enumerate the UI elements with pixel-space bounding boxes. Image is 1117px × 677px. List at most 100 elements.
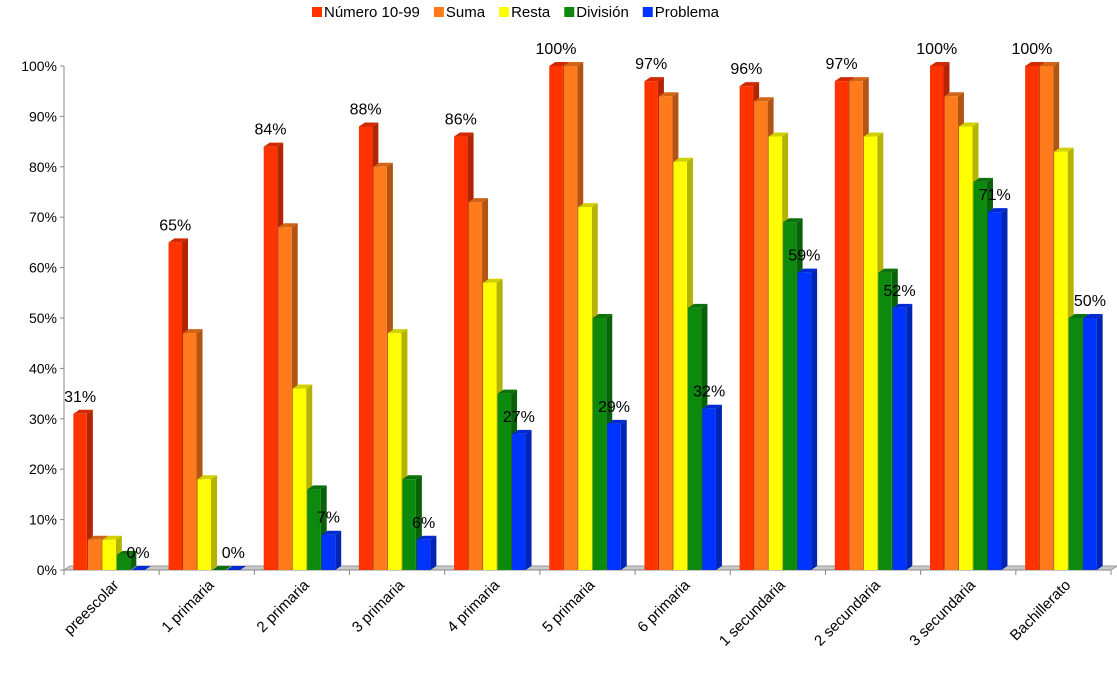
bar <box>687 307 702 570</box>
bar <box>87 539 102 570</box>
bar-top <box>797 268 818 273</box>
bar-top <box>1068 314 1089 318</box>
legend-entry: Resta <box>511 4 551 21</box>
bar-top <box>944 92 964 97</box>
bar-top <box>878 268 898 273</box>
bar-side <box>525 429 532 570</box>
bar <box>263 146 278 570</box>
y-tick-label: 50% <box>29 310 57 326</box>
bar-top <box>673 157 693 162</box>
bar <box>754 101 768 570</box>
bar-top <box>197 475 218 480</box>
bar <box>116 554 131 570</box>
bar-top <box>863 132 884 137</box>
bar <box>929 66 944 570</box>
bar <box>497 393 512 570</box>
bar-top <box>73 409 93 414</box>
bar-top <box>987 208 1008 213</box>
bar-top <box>321 530 342 535</box>
data-label: 50% <box>1074 293 1106 310</box>
bar <box>563 66 578 570</box>
bar <box>878 272 892 570</box>
bar-side <box>1096 314 1103 570</box>
bar-side <box>430 535 437 570</box>
bar-top <box>512 429 532 434</box>
data-label: 97% <box>826 56 858 73</box>
bar <box>197 479 212 570</box>
data-label: 100% <box>536 41 577 58</box>
bar-side <box>811 268 818 570</box>
bar-top <box>644 77 664 82</box>
bar <box>1039 66 1054 570</box>
data-label: 71% <box>979 187 1011 204</box>
legend-swatch <box>499 7 510 17</box>
bar <box>768 136 783 570</box>
bar <box>416 539 431 570</box>
data-label: 31% <box>64 389 96 406</box>
bar <box>483 282 497 570</box>
bar <box>863 136 878 570</box>
bar <box>73 413 87 570</box>
data-label: 52% <box>884 283 916 300</box>
bar-top <box>454 132 474 137</box>
bar-top <box>768 132 789 137</box>
bar-top <box>849 77 869 82</box>
data-label: 27% <box>503 409 535 426</box>
bar <box>402 479 416 570</box>
bar-top <box>754 97 774 102</box>
data-label: 86% <box>445 112 477 129</box>
bar <box>797 272 812 570</box>
bar-top <box>358 122 379 127</box>
bar-top <box>483 278 503 283</box>
data-label: 97% <box>635 56 667 73</box>
bar <box>1068 318 1083 570</box>
bar-side <box>130 550 137 570</box>
bar-top <box>958 122 979 127</box>
y-tick-label: 0% <box>37 562 57 578</box>
bar <box>783 222 797 571</box>
bar-top <box>702 404 722 409</box>
bar <box>578 207 592 570</box>
x-category-label: Bachillerato <box>1007 577 1074 644</box>
bar <box>278 227 292 570</box>
bar <box>592 318 607 570</box>
bar <box>292 388 307 570</box>
legend-swatch <box>312 7 322 17</box>
bar <box>102 539 116 570</box>
bar <box>702 408 716 570</box>
x-category-label: 3 secundaria <box>906 576 979 649</box>
bar-top <box>658 92 679 97</box>
bar-side <box>1001 208 1008 570</box>
data-label: 59% <box>788 248 820 265</box>
bar <box>1083 318 1097 570</box>
bar-top <box>1025 62 1045 66</box>
bar <box>321 534 336 570</box>
y-tick-label: 20% <box>29 461 57 477</box>
y-tick-label: 60% <box>29 260 57 276</box>
bar <box>944 96 958 571</box>
bar <box>834 81 849 571</box>
bar-top <box>468 198 489 203</box>
bar <box>987 212 1002 570</box>
bar-side <box>335 530 342 570</box>
bar-top <box>263 142 284 147</box>
bar-top <box>1083 314 1103 318</box>
data-label: 84% <box>254 122 286 139</box>
x-category-label: 1 secundaria <box>716 576 789 649</box>
bar-top <box>563 62 584 66</box>
x-category-label: 5 primaria <box>539 576 599 636</box>
bar <box>358 126 373 570</box>
bar-top <box>168 238 189 243</box>
bar <box>644 81 658 571</box>
bar <box>1054 151 1068 570</box>
data-label: 7% <box>317 510 340 527</box>
bar-top <box>592 314 613 318</box>
bar <box>973 181 987 571</box>
bar-top <box>687 303 708 308</box>
y-tick-label: 100% <box>21 58 57 74</box>
x-category-label: 2 secundaria <box>811 576 884 649</box>
bar-top <box>416 535 437 540</box>
bar-top <box>387 329 408 334</box>
bar <box>373 166 387 571</box>
